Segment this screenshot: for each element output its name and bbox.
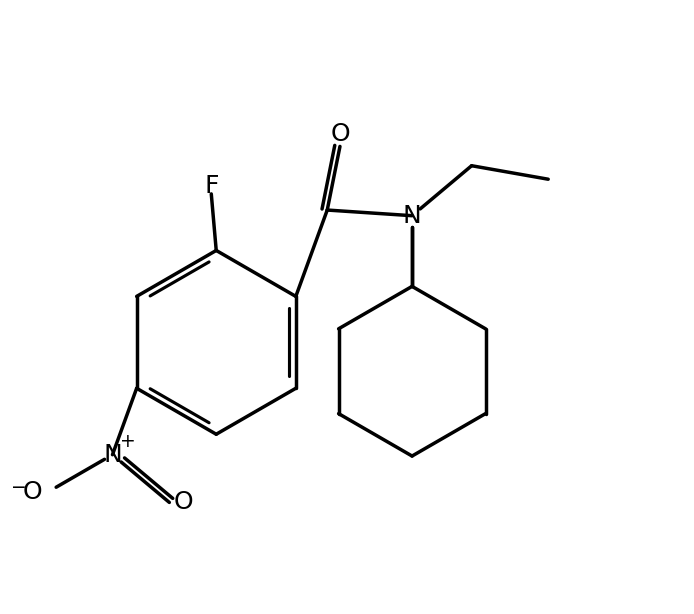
Text: O: O <box>330 122 350 146</box>
Text: F: F <box>204 174 219 198</box>
Text: O: O <box>23 480 42 504</box>
Text: +: + <box>120 432 136 451</box>
Text: N: N <box>403 204 421 228</box>
Text: O: O <box>174 491 193 515</box>
Text: N: N <box>103 443 122 467</box>
Text: −: − <box>10 478 26 497</box>
